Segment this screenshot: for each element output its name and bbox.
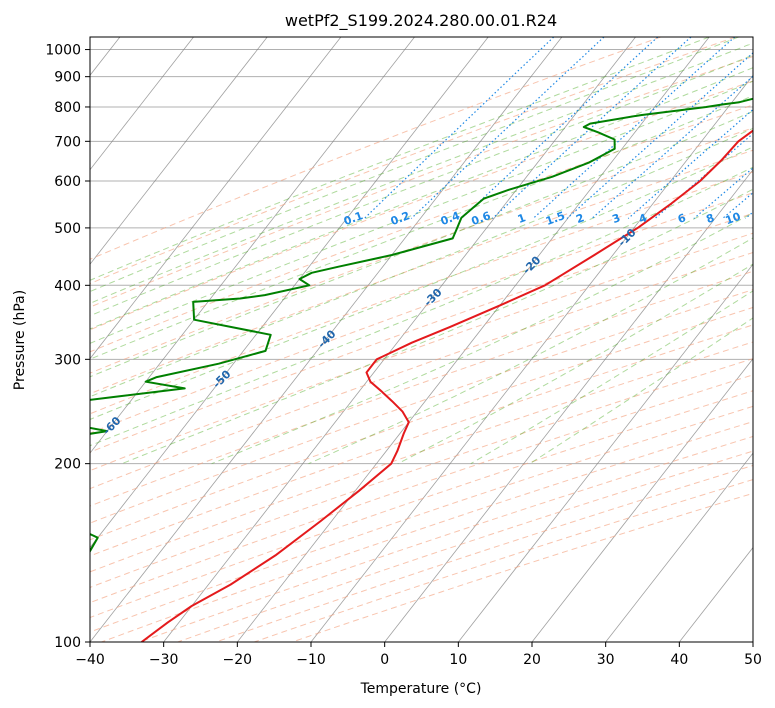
moist-adiabat-line <box>90 80 753 344</box>
x-tick-label: 20 <box>523 652 541 668</box>
x-tick-label: 50 <box>744 652 762 668</box>
moist-adiabat-line <box>211 212 753 465</box>
mixing-ratio-line <box>410 37 605 219</box>
isotherm-line <box>90 37 342 360</box>
dry-adiabat-line <box>90 104 753 353</box>
x-tick-label: −20 <box>223 652 253 668</box>
isotherm-line <box>605 452 753 642</box>
moist-adiabat-line <box>90 110 753 378</box>
isotherm-line <box>237 37 710 642</box>
moist-adiabat-line <box>90 54 753 317</box>
mixing-ratio-label: 0.2 <box>389 209 412 228</box>
dry-adiabat-line <box>90 405 753 633</box>
isotherm-line <box>531 358 753 642</box>
chart-title: wetPf2_S199.2024.280.00.01.R24 <box>285 11 557 31</box>
x-tick-label: 0 <box>380 652 389 668</box>
isotherm-line <box>458 263 753 642</box>
dry-adiabat-line <box>90 374 753 604</box>
mixing-ratio-label: 0.4 <box>439 209 462 228</box>
dry-adiabat-line <box>215 464 753 642</box>
mixing-ratio-label: 1 <box>516 211 528 226</box>
x-tick-label: 30 <box>597 652 615 668</box>
moist-adiabat-line <box>90 42 753 304</box>
moist-adiabat-line <box>90 146 753 420</box>
y-tick-label: 300 <box>54 352 81 368</box>
plot-frame <box>89 36 754 643</box>
temperature-profile-line <box>141 129 753 642</box>
x-axis-title: Temperature (°C) <box>360 681 482 697</box>
moist-adiabat-line <box>90 166 753 447</box>
mixing-ratio-label: 13 <box>751 210 770 227</box>
mixing-ratio-label: 8 <box>705 211 717 226</box>
y-tick-label: 200 <box>54 457 81 473</box>
mixing-ratio-line <box>491 37 692 219</box>
x-tick-label: −10 <box>296 652 326 668</box>
x-tick-label: −40 <box>75 652 105 668</box>
mixing-ratio-label: 0.1 <box>342 209 365 228</box>
mixing-ratio-label: 3 <box>611 211 623 226</box>
dry-adiabat-line <box>90 270 753 507</box>
y-tick-label: 900 <box>54 70 81 86</box>
isotherm-line <box>163 37 636 642</box>
dry-adiabat-line <box>90 192 753 434</box>
y-tick-label: 100 <box>54 635 81 651</box>
axes: −40 −30 −20 −10 0 10 20 30 40 50 1000 900 800 700 600 5… <box>45 43 762 668</box>
mixing-ratio-line <box>591 75 753 219</box>
dry-adiabat-line <box>90 306 753 541</box>
y-tick-label: 400 <box>54 278 81 294</box>
moist-adiabat-line <box>90 37 739 293</box>
dry-adiabat-line <box>177 450 753 642</box>
moist-adiabat-line <box>90 67 753 330</box>
isotherm-line <box>90 37 415 454</box>
mixing-ratio-line <box>532 37 736 219</box>
isotherm-line <box>90 37 194 171</box>
isotherm-line <box>90 37 268 265</box>
moist-adiabat-line <box>397 263 753 465</box>
dry-adiabat-line <box>90 127 753 374</box>
y-axis-title: Pressure (hPa) <box>12 290 28 390</box>
dry-adiabat-line <box>90 149 753 395</box>
isotherm-line <box>384 169 753 642</box>
dewpoint-profile-line <box>90 97 753 554</box>
dry-adiabat-line <box>101 421 753 642</box>
mixing-ratio-label: 2 <box>574 211 586 226</box>
mixing-ratio-label: 0.6 <box>470 209 493 228</box>
dry-adiabat-line <box>90 324 753 557</box>
moist-adiabat-line <box>90 37 710 281</box>
y-tick-label: 600 <box>54 174 81 190</box>
dry-adiabat-line <box>90 212 753 453</box>
dry-adiabat-line <box>90 171 753 415</box>
x-tick-label: 40 <box>670 652 688 668</box>
dry-adiabat-line <box>139 435 753 642</box>
y-tick-label: 700 <box>54 134 81 150</box>
y-tick-label: 1000 <box>45 43 81 59</box>
isotherm-line <box>90 37 563 642</box>
mixing-ratio-line <box>566 52 753 219</box>
dry-adiabat-line <box>90 55 753 308</box>
moist-adiabat-line <box>121 188 753 465</box>
mixing-ratio-label: 6 <box>676 211 688 226</box>
mixing-ratio-line <box>460 37 659 219</box>
mixing-ratio-label: 1.5 <box>544 209 567 228</box>
x-tick-label: 10 <box>449 652 467 668</box>
dry-adiabat-line <box>90 390 753 619</box>
dry-adiabat-line <box>90 232 753 472</box>
mixing-ratio-label: 4 <box>637 211 649 226</box>
y-tick-label: 800 <box>54 100 81 116</box>
dry-adiabat-line <box>90 80 753 331</box>
mixing-ratio-label: 10 <box>724 210 743 228</box>
y-tick-label: 500 <box>54 221 81 237</box>
dry-adiabat-line <box>90 251 753 490</box>
x-tick-label: −30 <box>149 652 179 668</box>
dry-adiabat-line <box>90 289 753 524</box>
plot-area <box>90 37 753 642</box>
